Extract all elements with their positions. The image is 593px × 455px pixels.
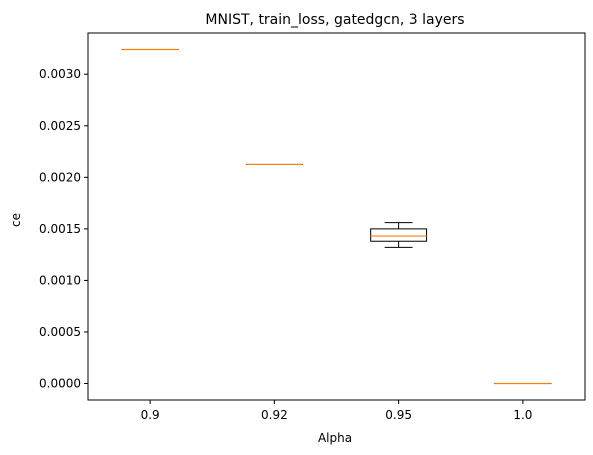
plot-frame [87, 32, 586, 401]
y-tick-label: 0.0030 [39, 67, 81, 81]
x-tick-label: 0.95 [385, 408, 412, 422]
y-tick-label: 0.0020 [39, 170, 81, 184]
x-axis-label: Alpha [318, 431, 352, 445]
box-0.95 [370, 222, 428, 248]
box-body [370, 228, 428, 242]
x-tick-label: 0.92 [261, 408, 288, 422]
y-tick-label: 0.0005 [39, 325, 81, 339]
chart-title: MNIST, train_loss, gatedgcn, 3 layers [205, 12, 464, 28]
x-tick-label: 1.0 [513, 408, 532, 422]
y-tick-label: 0.0025 [39, 119, 81, 133]
y-axis-label: ce [9, 213, 23, 227]
y-tick-label: 0.0000 [39, 377, 81, 391]
y-tick-label: 0.0015 [39, 222, 81, 236]
x-tick-label: 0.9 [141, 408, 160, 422]
plot-marks: 0.0000 0.0005 0.0010 0.0015 0.0020 0.0025 0.00… [39, 48, 552, 422]
y-tick-label: 0.0010 [39, 273, 81, 287]
